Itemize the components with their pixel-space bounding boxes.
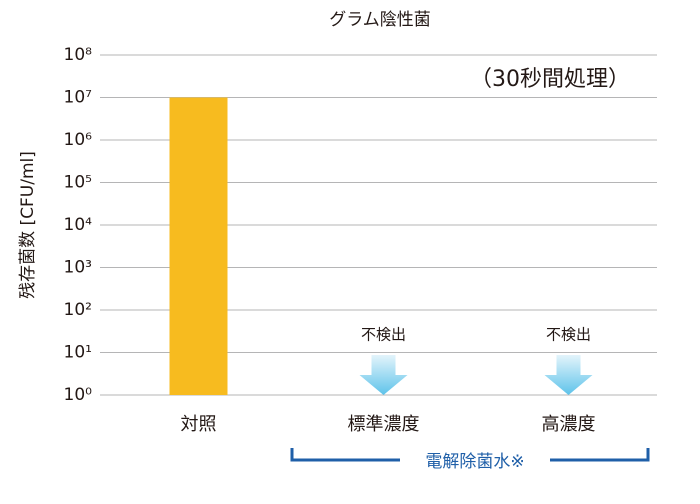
- group-label-bg: [400, 448, 550, 474]
- y-tick-label: 10⁸: [64, 45, 93, 65]
- not-detected-arrow: [544, 355, 593, 395]
- group-label: 電解除菌水※: [425, 452, 524, 472]
- y-tick-label: 10⁰: [64, 385, 93, 405]
- y-axis-label: 残存菌数 [CFU/ml]: [18, 151, 38, 299]
- y-tick-label: 10⁶: [64, 130, 93, 150]
- y-tick-label: 10⁷: [64, 88, 93, 108]
- x-tick-label: 標準濃度: [348, 414, 420, 435]
- y-tick-label: 10³: [64, 258, 92, 278]
- y-tick-label: 10⁵: [64, 173, 92, 193]
- y-tick-label: 10⁴: [64, 215, 93, 235]
- x-tick-label: 対照: [181, 414, 217, 435]
- y-tick-label: 10²: [64, 300, 92, 320]
- value-label: 不検出: [546, 326, 591, 344]
- bar: [169, 97, 228, 395]
- y-tick-label: 10¹: [64, 343, 92, 363]
- value-label: 不検出: [361, 326, 406, 344]
- subtitle: （30秒間処理）: [470, 67, 630, 92]
- x-tick-label: 高濃度: [542, 414, 596, 435]
- chart-title: グラム陰性菌: [329, 10, 431, 30]
- not-detected-arrow: [359, 355, 408, 395]
